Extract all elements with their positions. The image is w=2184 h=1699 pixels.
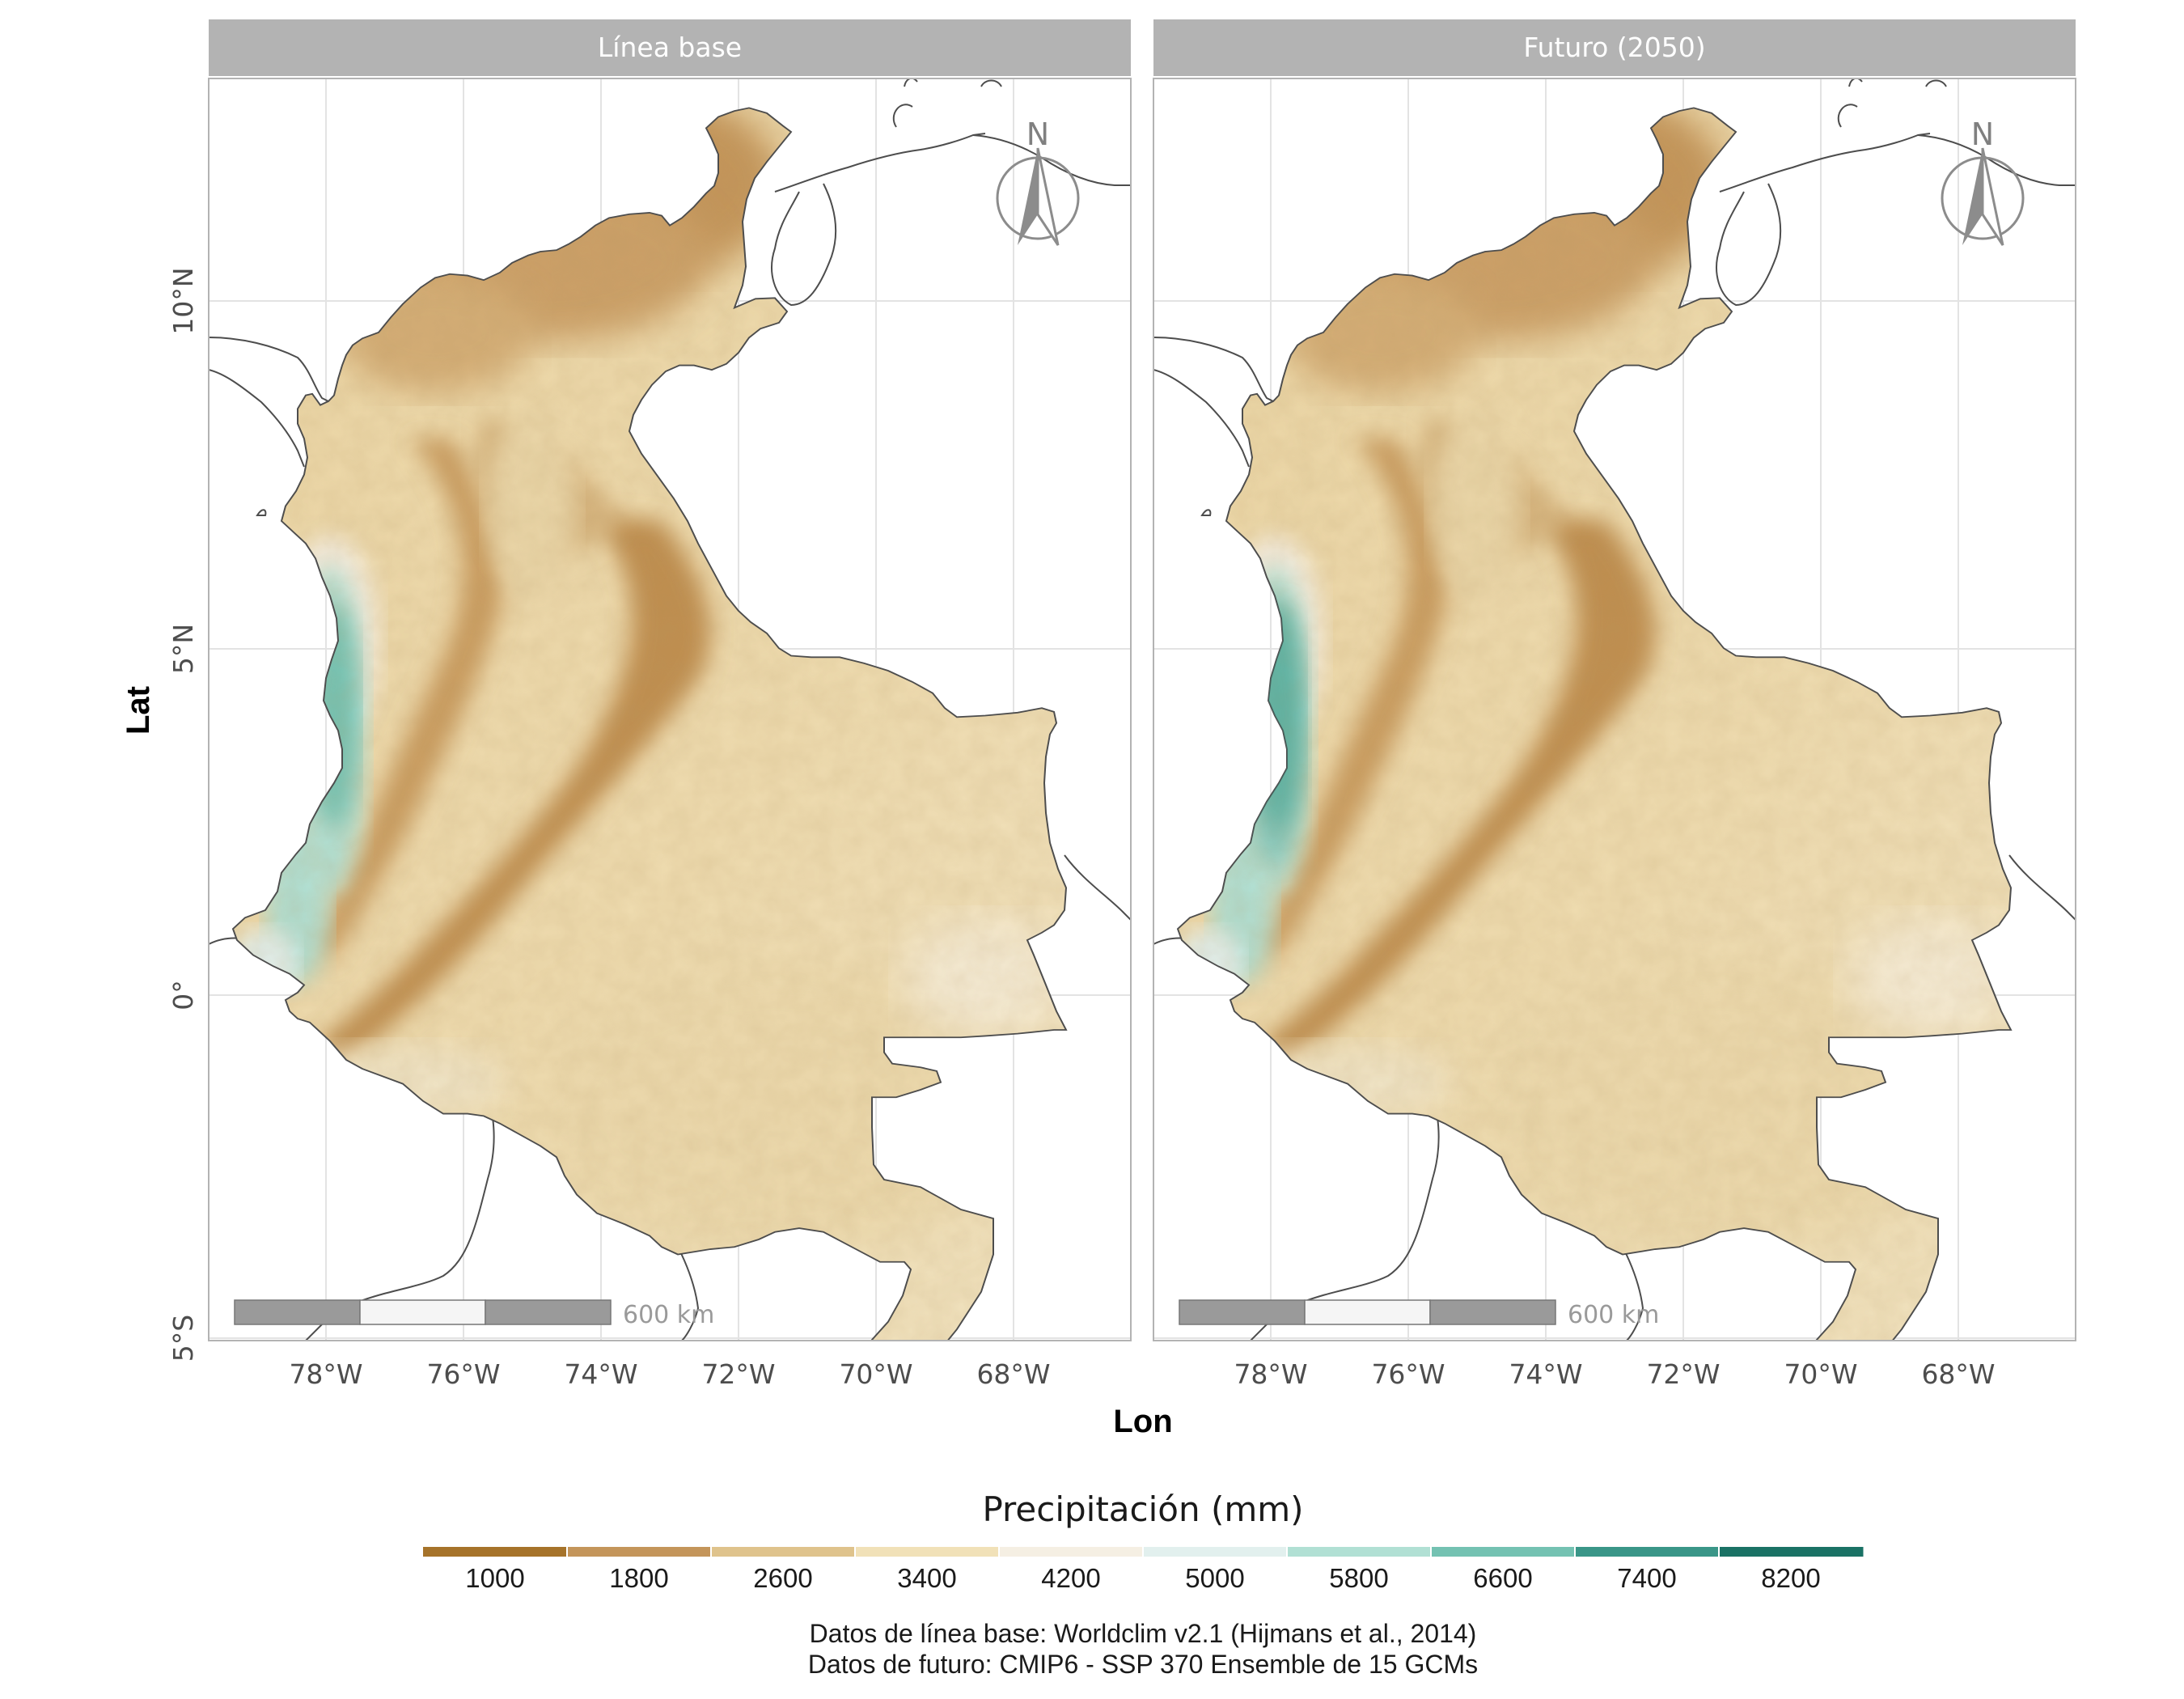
y-tick-5n: 5°N (167, 624, 199, 674)
north-arrow-icon: N (996, 117, 1080, 246)
svg-text:0°: 0° (167, 980, 199, 1011)
x-tick-72w: 72°W (1646, 1358, 1720, 1390)
svg-text:5°S: 5°S (167, 1315, 199, 1362)
legend-tick-label: 7400 (1617, 1563, 1676, 1593)
legend-tick-label: 3400 (897, 1563, 956, 1593)
scale-bar: 600 km (1179, 1299, 1659, 1329)
legend-swatch (1719, 1547, 1864, 1557)
x-axis-panel2: 78°W 76°W 74°W 72°W 70°W 68°W (1234, 1358, 1995, 1390)
strip-title-future: Futuro (2050) (1523, 32, 1705, 63)
legend-tick-label: 5000 (1185, 1563, 1244, 1593)
x-tick-76w: 76°W (426, 1358, 500, 1390)
strip-title-baseline: Línea base (598, 32, 742, 63)
x-tick-72w: 72°W (701, 1358, 775, 1390)
y-axis-title: Lat (121, 686, 156, 735)
caption: Datos de línea base: Worldclim v2.1 (Hij… (808, 1619, 1478, 1679)
y-tick-5s: 5°S (167, 1315, 199, 1362)
legend-swatch (1575, 1547, 1720, 1557)
x-axis-panel1: 78°W 76°W 74°W 72°W 70°W 68°W (289, 1358, 1050, 1390)
svg-text:Lat: Lat (121, 686, 156, 735)
legend-tick-label: 1000 (465, 1563, 524, 1593)
x-tick-74w: 74°W (564, 1358, 637, 1390)
x-tick-68w: 68°W (1921, 1358, 1995, 1390)
legend-ticks: 1000 1800 2600 3400 4200 5000 5800 6600 7400 8200 (465, 1563, 1820, 1593)
legend-tick-label: 4200 (1041, 1563, 1100, 1593)
legend-swatch (1143, 1547, 1288, 1557)
caption-line-1: Datos de línea base: Worldclim v2.1 (Hij… (810, 1619, 1477, 1648)
legend-swatch (567, 1547, 712, 1557)
scale-bar-label: 600 km (623, 1301, 714, 1329)
legend-tick-label: 6600 (1473, 1563, 1532, 1593)
x-tick-78w: 78°W (289, 1358, 362, 1390)
x-tick-68w: 68°W (976, 1358, 1050, 1390)
y-tick-10n: 10°N (167, 267, 199, 334)
y-tick-0: 0° (167, 980, 199, 1011)
legend-title: Precipitación (mm) (982, 1489, 1303, 1529)
panel-future: Futuro (2050) (1153, 19, 2076, 1341)
x-tick-70w: 70°W (839, 1358, 912, 1390)
y-axis: 10°N 5°N 0° 5°S Lat (121, 267, 199, 1362)
legend-swatch (855, 1547, 1000, 1557)
legend-swatch (1287, 1547, 1432, 1557)
strip-baseline (209, 19, 1131, 76)
legend-swatch (711, 1547, 856, 1557)
legend: Precipitación (mm) 1000 1800 2600 3400 4200 5… (423, 1489, 1864, 1593)
legend-swatch (1431, 1547, 1576, 1557)
legend-tick-label: 5800 (1329, 1563, 1388, 1593)
x-tick-70w: 70°W (1784, 1358, 1857, 1390)
x-tick-78w: 78°W (1234, 1358, 1307, 1390)
legend-tick-label: 1800 (609, 1563, 668, 1593)
x-axis-title: Lon (1113, 1404, 1172, 1439)
north-label: N (1026, 117, 1049, 152)
legend-tick-label: 8200 (1761, 1563, 1820, 1593)
strip-future (1153, 19, 2076, 76)
north-label: N (1971, 117, 1994, 152)
x-tick-74w: 74°W (1509, 1358, 1582, 1390)
scale-bar: 600 km (234, 1299, 714, 1329)
svg-text:5°N: 5°N (167, 624, 199, 674)
panel-baseline: Línea base N (208, 19, 1132, 1341)
legend-colorbar (423, 1547, 1864, 1557)
caption-line-2: Datos de futuro: CMIP6 - SSP 370 Ensembl… (808, 1650, 1478, 1679)
x-tick-76w: 76°W (1371, 1358, 1445, 1390)
north-arrow-icon: N (1941, 117, 2025, 246)
legend-swatch (423, 1547, 568, 1557)
legend-tick-label: 2600 (753, 1563, 812, 1593)
legend-swatch (999, 1547, 1144, 1557)
svg-text:10°N: 10°N (167, 267, 199, 334)
scale-bar-label: 600 km (1568, 1301, 1659, 1329)
